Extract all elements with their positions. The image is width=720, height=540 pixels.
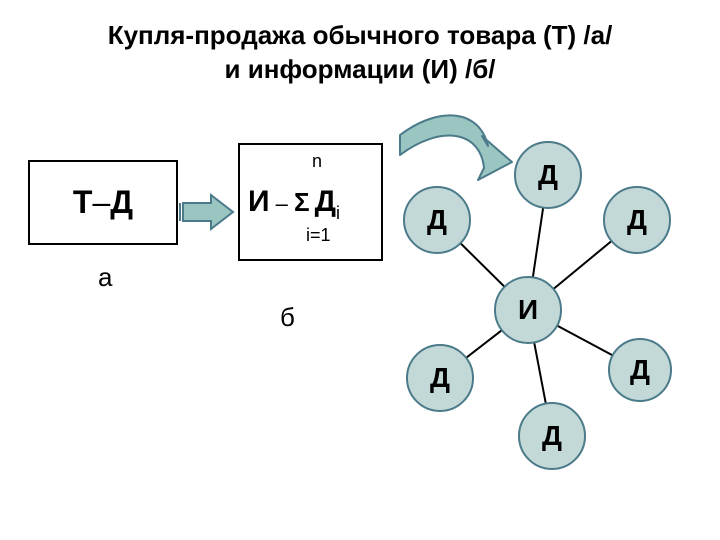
network-node: Д bbox=[403, 186, 471, 254]
network-node: Д bbox=[406, 344, 474, 412]
network-node: Д bbox=[518, 402, 586, 470]
network-center-node: И bbox=[494, 276, 562, 344]
network-node: Д bbox=[603, 186, 671, 254]
network-nodes-layer: ДДДДДДИ bbox=[0, 0, 720, 540]
diagram-canvas: Купля-продажа обычного товара (Т) /а/ и … bbox=[0, 0, 720, 540]
network-node: Д bbox=[514, 141, 582, 209]
network-node: Д bbox=[608, 338, 672, 402]
